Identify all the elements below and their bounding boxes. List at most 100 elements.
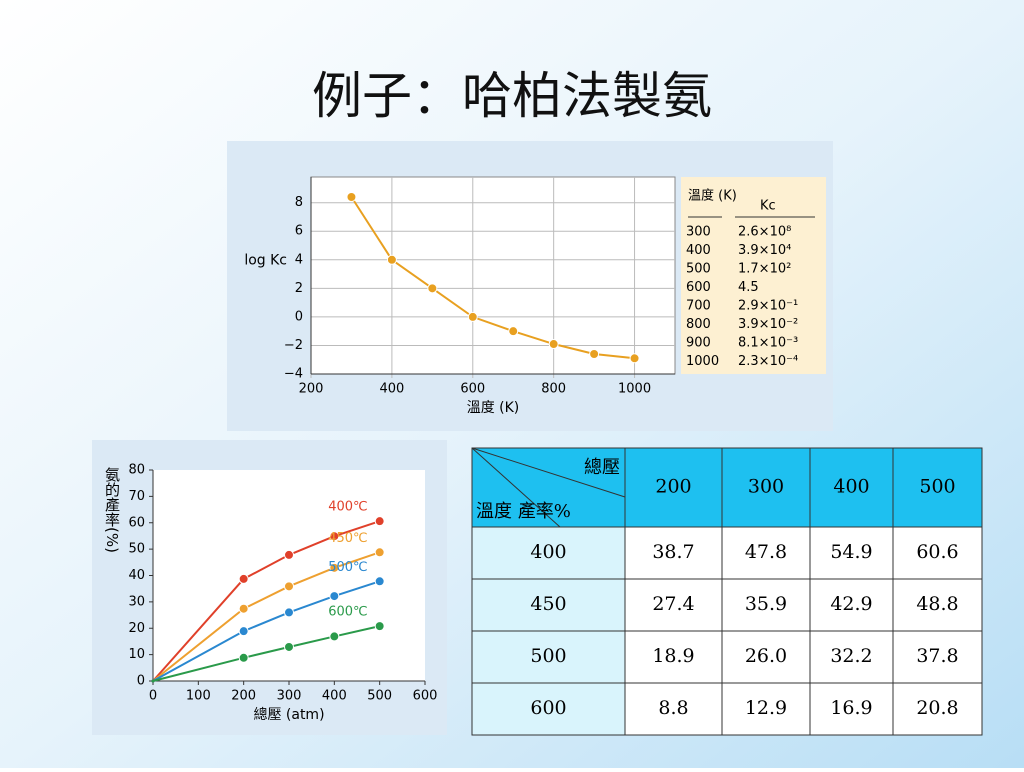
table-row — [624, 630, 983, 684]
x-tick-label: 100 — [186, 689, 211, 704]
table-row — [624, 578, 983, 632]
data-point — [329, 562, 340, 573]
table-cell: 48.8 — [916, 593, 958, 615]
data-point — [284, 607, 294, 618]
table-row — [471, 630, 626, 684]
y-tick-label: 80 — [128, 463, 145, 478]
y-tick-label: −4 — [284, 367, 303, 382]
table-column-header: 400 — [833, 476, 869, 498]
x-tick-label: 500 — [367, 689, 392, 704]
y-axis-label: log Kc — [244, 253, 287, 269]
data-point — [386, 254, 397, 265]
table-column-header: 500 — [919, 476, 955, 498]
y-tick-label: 4 — [295, 252, 303, 267]
table-corner: 溫度 產率% — [476, 501, 571, 522]
table-cell: 38.7 — [652, 541, 694, 563]
x-axis-label: 溫度 (K) — [467, 400, 520, 416]
kc-cell: 2.3×10⁻⁴ — [738, 354, 798, 369]
kc-header: 溫度 (K) — [688, 188, 737, 204]
series-label: 400℃ — [328, 500, 367, 515]
data-point — [284, 581, 294, 592]
data-point — [629, 353, 640, 364]
y-axis-label: 氨的產率(%) — [103, 467, 121, 553]
table-cell: 12.9 — [745, 697, 787, 719]
x-tick-label: 200 — [299, 382, 324, 397]
slide-title: 例子：哈柏法製氨 — [312, 67, 712, 125]
data-point — [151, 679, 155, 683]
table-diagonal — [471, 447, 561, 528]
x-tick-label: 0 — [149, 689, 157, 704]
data-point — [548, 339, 559, 350]
data-point — [238, 573, 249, 584]
data-point — [467, 311, 478, 322]
y-tick-label: 40 — [128, 568, 145, 583]
kc-cell: 500 — [686, 262, 711, 277]
data-point — [374, 516, 385, 527]
data-point — [374, 621, 385, 632]
y-tick-label: 2 — [295, 281, 303, 296]
table-corner: 總壓 — [584, 457, 620, 478]
y-tick-label: −2 — [284, 338, 303, 353]
series-label: 500℃ — [328, 560, 367, 575]
table-cell: 32.2 — [830, 645, 872, 667]
kc-cell: 1.7×10² — [738, 262, 791, 277]
kc-cell: 4.5 — [738, 280, 759, 295]
data-point — [589, 349, 600, 360]
x-tick-label: 200 — [231, 689, 256, 704]
table-column-header: 200 — [655, 476, 691, 498]
data-point — [374, 576, 385, 587]
kc-cell: 300 — [686, 225, 711, 240]
data-point — [284, 641, 294, 652]
data-point — [329, 591, 340, 602]
table-cell: 35.9 — [745, 593, 787, 615]
kc-cell: 2.6×10⁸ — [738, 225, 791, 240]
data-point — [329, 631, 340, 642]
y-tick-label: 0 — [295, 309, 303, 324]
table-cell: 54.9 — [830, 541, 872, 563]
x-tick-label: 800 — [541, 382, 566, 397]
kc-cell: 600 — [686, 280, 711, 295]
y-tick-label: 0 — [137, 674, 145, 689]
table-cell: 500 — [530, 645, 566, 667]
y-tick-label: 8 — [295, 195, 303, 210]
kc-cell: 3.9×10⁴ — [738, 243, 791, 258]
x-tick-label: 300 — [277, 689, 302, 704]
data-line — [350, 196, 635, 360]
kc-cell: 3.9×10⁻² — [738, 317, 798, 332]
y-tick-label: 10 — [128, 647, 145, 662]
table-row — [471, 578, 626, 632]
table-cell: 18.9 — [652, 645, 694, 667]
x-tick-label: 400 — [322, 689, 347, 704]
table-cell: 16.9 — [830, 697, 872, 719]
y-tick-label: 30 — [128, 594, 145, 609]
data-point — [508, 326, 519, 337]
x-axis-label: 總壓 (atm) — [253, 706, 324, 723]
data-point — [374, 547, 385, 558]
table-column-header: 300 — [748, 476, 784, 498]
table-cell: 60.6 — [916, 541, 958, 563]
table-cell: 26.0 — [745, 645, 787, 667]
table-cell: 42.9 — [830, 593, 872, 615]
plot-area — [310, 176, 676, 375]
x-tick-label: 1000 — [618, 382, 651, 397]
y-tick-label: 60 — [128, 515, 145, 530]
kc-cell: 700 — [686, 299, 711, 314]
table-diagonal — [471, 447, 626, 498]
x-tick-label: 600 — [413, 689, 438, 704]
kc-cell: 400 — [686, 243, 711, 258]
kc-cell: 1000 — [686, 354, 719, 369]
table-row — [471, 682, 626, 736]
data-point — [238, 626, 249, 637]
data-point — [238, 652, 249, 663]
y-tick-label: 6 — [295, 224, 303, 239]
table-cell: 20.8 — [916, 697, 958, 719]
table-cell: 37.8 — [916, 645, 958, 667]
kc-header: Kc — [760, 199, 776, 214]
table-cell: 8.8 — [658, 697, 688, 719]
kc-table — [681, 177, 826, 374]
x-tick-label: 400 — [379, 382, 404, 397]
table-cell: 400 — [530, 541, 566, 563]
series-label: 600℃ — [328, 605, 367, 620]
data-point — [329, 531, 340, 542]
